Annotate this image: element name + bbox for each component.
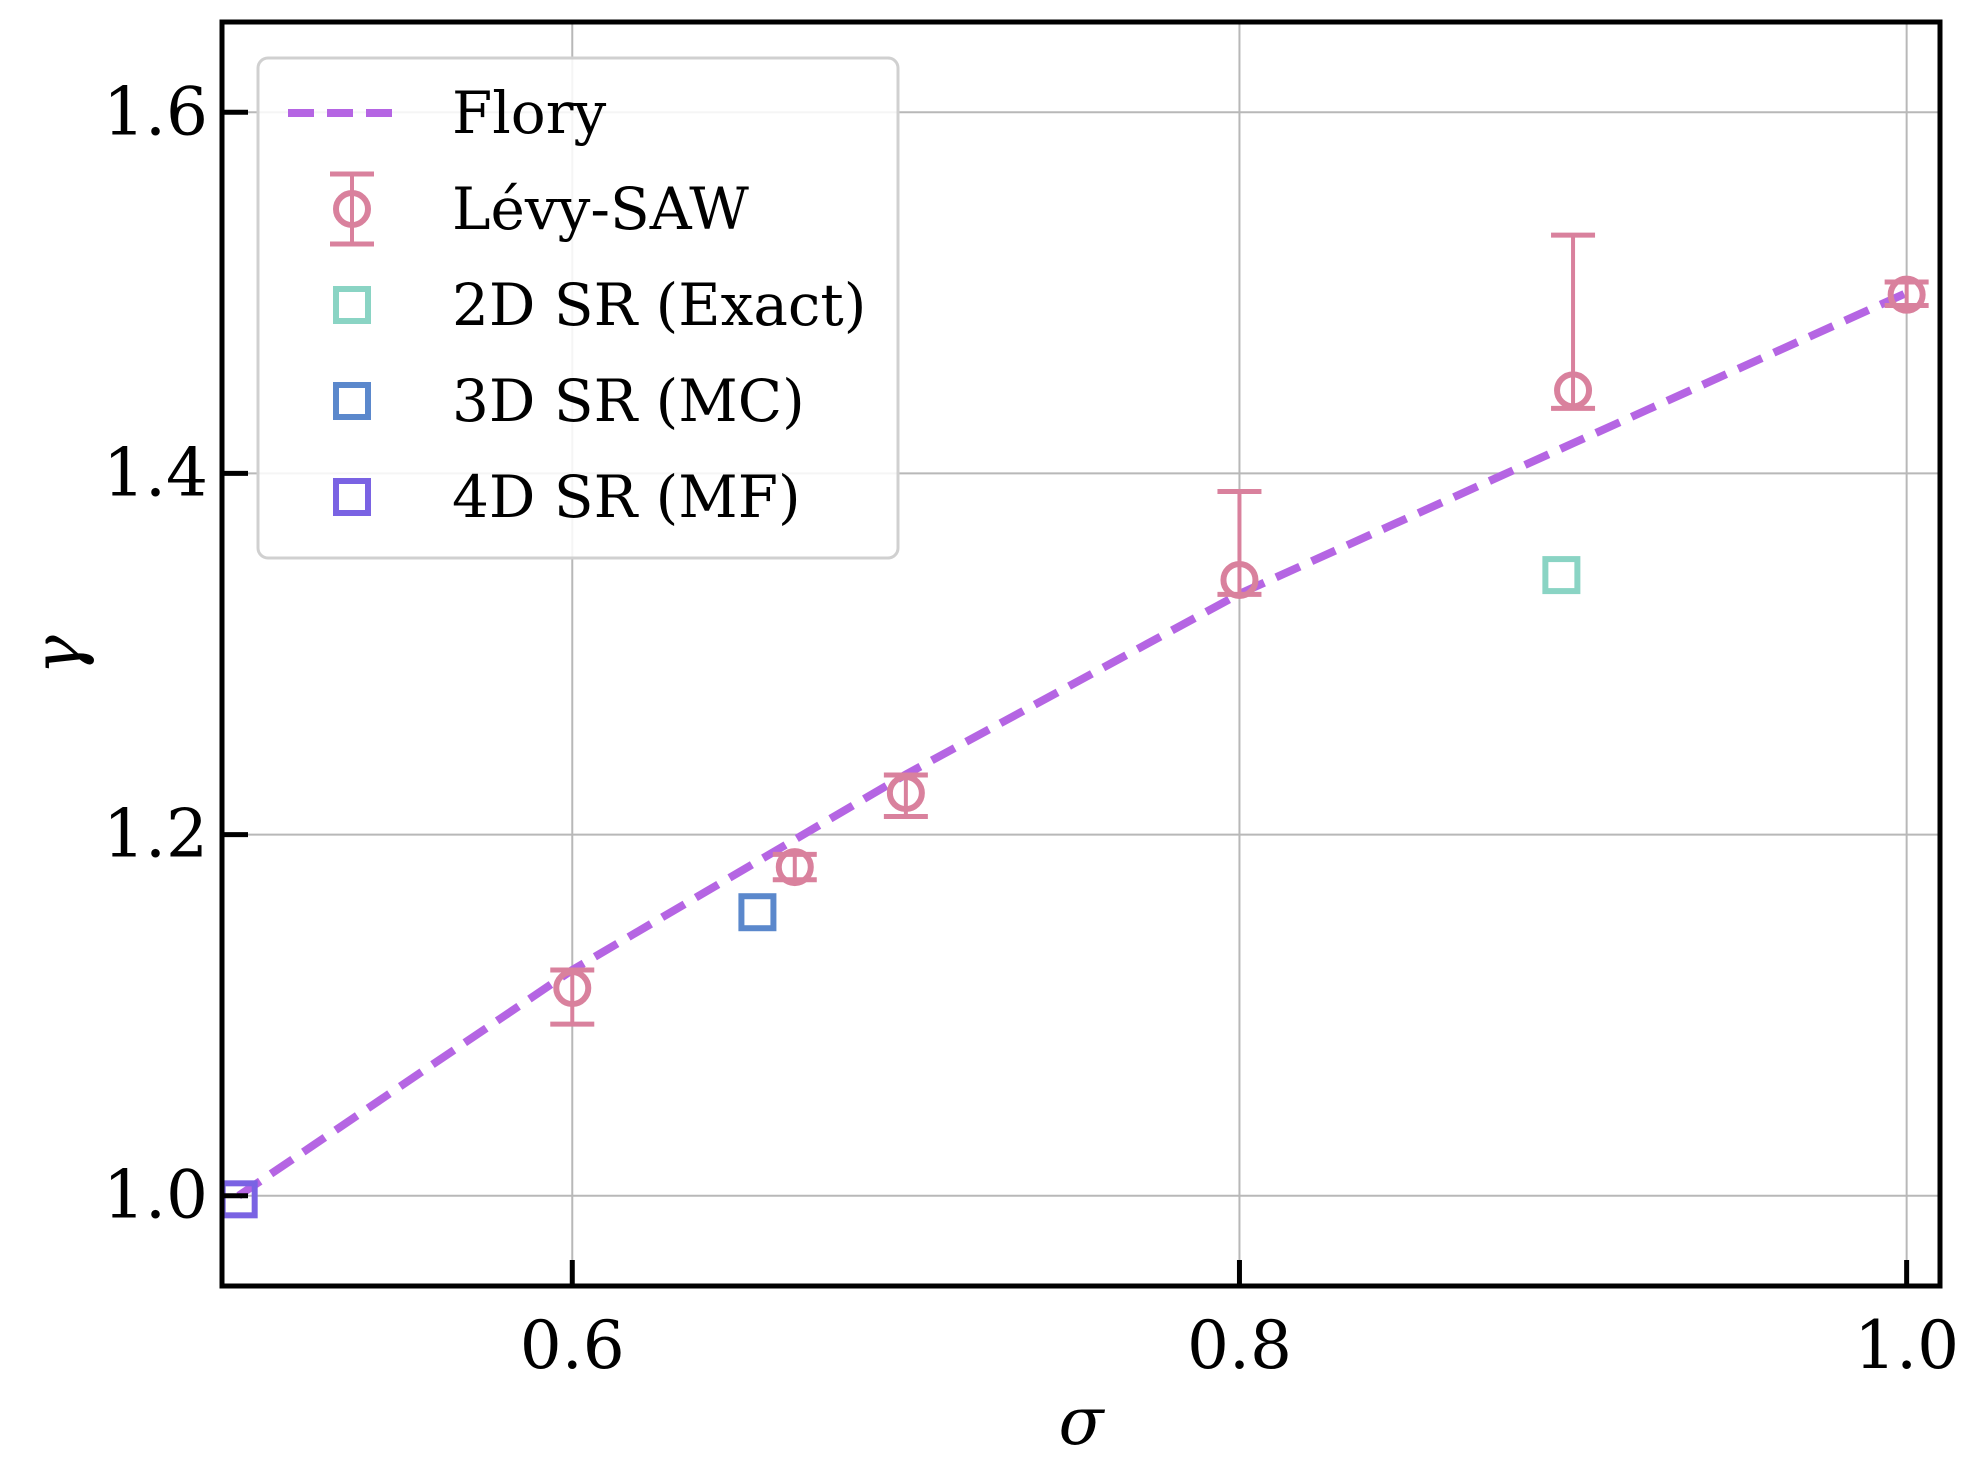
levy-saw-point: [1217, 488, 1262, 599]
levy-saw-point: [883, 772, 928, 820]
marker-circle: [1554, 371, 1593, 410]
levy-saw-point: [772, 848, 817, 887]
legend-label: 3D SR (MC): [452, 367, 805, 435]
marker-circle: [1220, 560, 1259, 599]
flory-line: [236, 289, 1909, 1200]
legend-swatch-circle: [333, 190, 371, 228]
legend-item: 3D SR (MC): [333, 367, 805, 435]
axis-ticks: 0.6 0.8 1.0 1.0 1.2 1.4 1.6: [103, 73, 1959, 1384]
x-tick-label: 0.8: [1187, 1307, 1292, 1384]
legend-label: 4D SR (MF): [452, 463, 801, 531]
marker-circle: [553, 969, 592, 1008]
legend-item: Lévy-SAW: [330, 171, 749, 247]
x-tick-label: 0.6: [520, 1307, 625, 1384]
legend-item: 2D SR (Exact): [333, 271, 866, 339]
marker-circle: [886, 774, 925, 813]
marker-circle: [775, 848, 814, 887]
y-axis-label: γ: [19, 635, 96, 675]
x-axis-label: σ: [1058, 1383, 1105, 1460]
legend-box: [256, 56, 900, 560]
y-tick-label: 1.2: [103, 796, 208, 873]
legend-swatch-square: [333, 478, 371, 516]
levy-saw-point: [550, 967, 595, 1027]
square-marker: [738, 893, 777, 932]
legend-item: Flory: [288, 79, 606, 147]
square-marker: [1542, 556, 1581, 595]
legend-item: 4D SR (MF): [333, 463, 801, 531]
y-tick-label: 1.4: [103, 434, 208, 511]
legend-label: 2D SR (Exact): [452, 271, 866, 339]
levy-saw-point: [1884, 275, 1929, 314]
legend: Flory Lévy-SAW 2D SR (Exact) 3D SR (MC) 4D S…: [256, 56, 900, 560]
y-tick-label: 1.0: [103, 1157, 208, 1234]
legend-swatch-square: [333, 382, 371, 420]
x-tick-label: 1.0: [1854, 1307, 1959, 1384]
marker-circle: [1887, 275, 1926, 314]
legend-swatch-square: [333, 286, 371, 324]
y-tick-label: 1.6: [103, 73, 208, 150]
legend-label: Lévy-SAW: [452, 175, 749, 243]
plot-area: [219, 232, 1929, 1219]
levy-saw-point: [1551, 232, 1596, 411]
plot-frame: [219, 19, 1943, 1289]
legend-label: Flory: [452, 79, 606, 147]
